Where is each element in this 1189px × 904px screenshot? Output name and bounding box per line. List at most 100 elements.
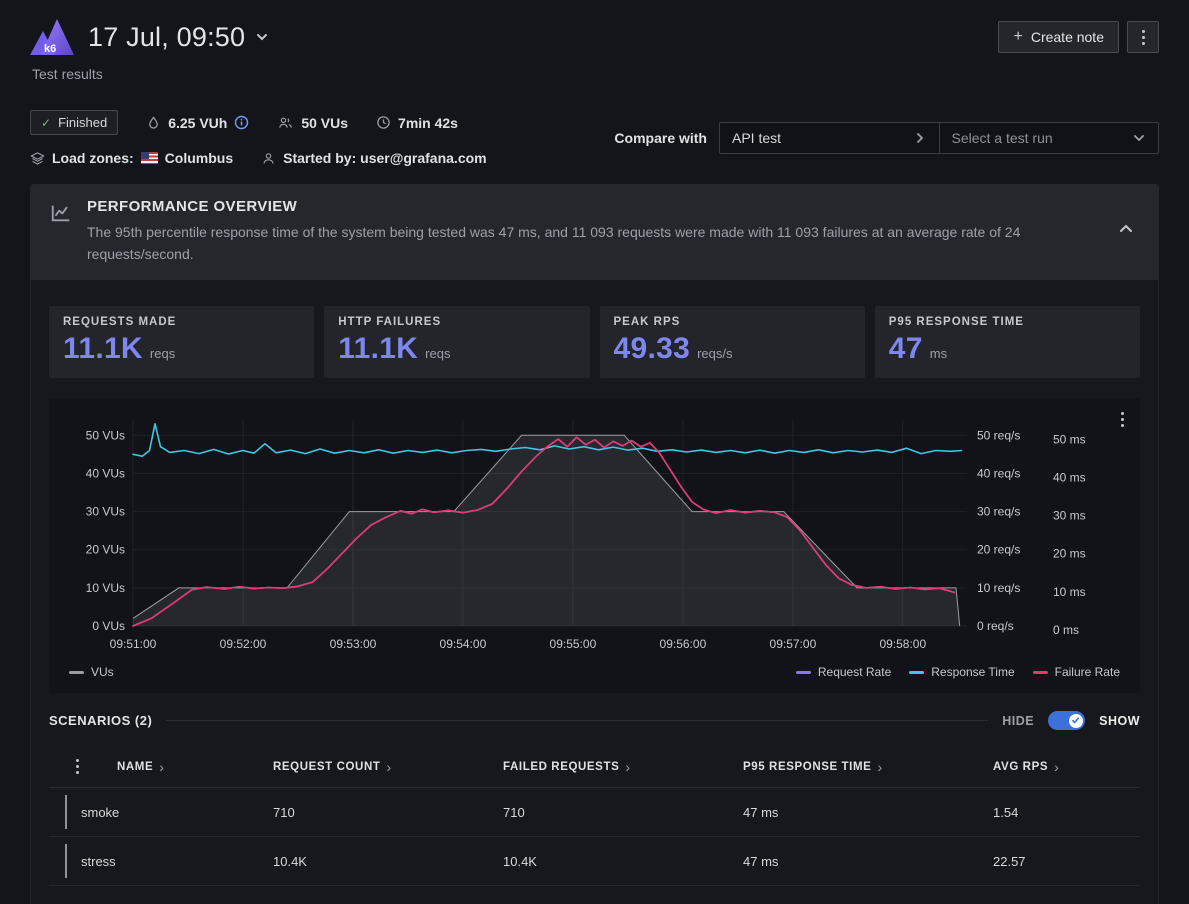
compare-test-value: API test [732,130,782,146]
page-title: 17 Jul, 09:50 [88,21,246,52]
table-row-smoke[interactable]: smoke 710 710 47 ms 1.54 [49,788,1140,838]
compare-test-select[interactable]: API test [720,123,940,153]
show-label: SHOW [1099,713,1140,728]
cell-p95-response-time: 47 ms [743,853,779,869]
legend-right: Request Rate Response Time Failure Rate [795,665,1120,680]
scenarios-title: SCENARIOS (2) [49,713,153,729]
stat-unit: reqs [149,346,176,362]
vus-metric: 50 VUs [277,115,348,131]
cell-failed-requests: 10.4K [503,853,537,869]
kebab-menu-icon [1141,29,1145,45]
svg-text:30 VUs: 30 VUs [86,505,125,519]
meta-row-1: ✓ Finished 6.25 VUh 50 VUs 7min 42s [30,110,487,135]
create-note-button[interactable]: + Create note [998,21,1119,53]
column-header-avg-rps[interactable]: AVG RPS › [993,758,1060,775]
panel-header: PERFORMANCE OVERVIEW The 95th percentile… [31,185,1158,281]
chevron-down-icon [1134,135,1144,142]
stat-label: PEAK RPS [613,316,681,329]
status-label: Finished [58,115,108,130]
column-header-failed-requests[interactable]: FAILED REQUESTS › [503,758,631,775]
layers-icon [30,151,45,165]
compare-run-select[interactable]: Select a test run [940,123,1159,153]
svg-text:10 VUs: 10 VUs [86,581,125,595]
compare-run-placeholder: Select a test run [951,130,1053,146]
row-accent-bar [65,844,67,879]
table-row-stress[interactable]: stress 10.4K 10.4K 47 ms 22.57 [49,837,1140,887]
title-dropdown[interactable]: 17 Jul, 09:50 [88,22,269,53]
legend-swatch [69,670,84,674]
legend-left: VUs [69,665,114,679]
chart-menu-button[interactable] [1117,408,1128,431]
cell-p95-response-time: 47 ms [743,804,779,820]
svg-text:k6: k6 [44,43,56,55]
k6-logo-icon: k6 [30,16,74,58]
column-header-name[interactable]: NAME › [117,758,165,775]
stat-label: HTTP FAILURES [338,316,442,329]
create-note-label: Create note [1030,29,1104,45]
svg-text:09:55:00: 09:55:00 [550,637,597,651]
stat-p95-response-time: P95 RESPONSE TIME 47 ms [874,306,1140,379]
sort-icon: › [1054,758,1060,775]
legend-vus[interactable]: VUs [69,665,114,679]
stat-value: 11.1K [338,332,419,366]
svg-text:10 ms: 10 ms [1053,585,1086,599]
top-bar-actions: + Create note [998,21,1159,53]
stat-label: REQUESTS MADE [63,316,177,329]
clock-icon [377,116,390,129]
vuh-metric: 6.25 VUh [146,115,249,131]
us-flag-icon [140,152,158,164]
performance-chart-card: 0 VUs 0 req/s 0 ms 10 VUs 10 req/s 10 ms 20 VU… [49,398,1140,694]
column-header-request-count[interactable]: REQUEST COUNT › [273,758,392,775]
svg-text:0 req/s: 0 req/s [977,619,1014,633]
legend-failure-rate[interactable]: Failure Rate [1032,665,1120,679]
load-zone-value: Columbus [164,150,234,166]
svg-text:09:57:00: 09:57:00 [770,637,817,651]
show-hide-toggle[interactable] [1048,711,1086,731]
performance-overview-panel: PERFORMANCE OVERVIEW The 95th percentile… [30,184,1159,904]
svg-text:50 ms: 50 ms [1053,433,1086,447]
top-bar: k6 17 Jul, 09:50 + Create note [30,16,1159,58]
compare-with: Compare with API test Select a test run [614,122,1159,154]
panel-description: The 95th percentile response time of the… [87,224,1021,262]
compare-select-group: API test Select a test run [719,122,1159,154]
cell-avg-rps: 22.57 [993,853,1026,869]
legend-swatch [909,670,925,674]
info-icon[interactable] [234,115,249,130]
column-header-p95-response-time[interactable]: P95 RESPONSE TIME › [743,758,883,775]
legend-label: Request Rate [817,665,892,680]
meta-section: ✓ Finished 6.25 VUh 50 VUs 7min 42s [30,110,1159,166]
svg-text:50 VUs: 50 VUs [86,429,125,443]
svg-text:30 req/s: 30 req/s [977,505,1020,519]
chevron-right-icon [916,133,923,143]
user-icon [263,152,274,164]
cell-name: stress [81,853,116,869]
page-menu-button[interactable] [1127,21,1159,53]
collapse-chevron-up-icon[interactable] [1112,215,1140,248]
stat-cards: REQUESTS MADE 11.1K reqs HTTP FAILURES 11… [31,280,1158,394]
legend-request-rate[interactable]: Request Rate [795,665,892,680]
started-by-value: Started by: user@grafana.com [283,150,487,166]
svg-text:09:51:00: 09:51:00 [110,637,157,651]
svg-text:0 ms: 0 ms [1053,623,1079,637]
chevron-down-icon [257,34,268,41]
stat-unit: reqs [425,346,451,362]
load-zones-label: Load zones: [52,150,134,166]
page-subtitle: Test results [32,66,103,82]
svg-text:20 VUs: 20 VUs [86,543,125,557]
droplet-icon [149,115,159,129]
svg-text:20 req/s: 20 req/s [977,543,1020,557]
vus-value: 50 VUs [301,114,349,131]
duration-metric: 7min 42s [376,115,458,131]
svg-text:09:53:00: 09:53:00 [330,637,377,651]
sort-icon: › [159,758,165,775]
status-badge: ✓ Finished [30,110,119,135]
sort-icon: › [625,758,631,775]
scenarios-section: SCENARIOS (2) HIDE SHOW NAME › REQUEST CO… [31,693,1158,904]
stat-unit: ms [929,346,948,362]
legend-response-time[interactable]: Response Time [909,665,1015,679]
chart-legend: VUs Request Rate Response Time Failure R… [57,661,1132,687]
table-menu-button[interactable] [49,759,105,775]
vuh-value: 6.25 VUh [168,114,228,131]
panel-header-text: PERFORMANCE OVERVIEW The 95th percentile… [87,198,1077,265]
